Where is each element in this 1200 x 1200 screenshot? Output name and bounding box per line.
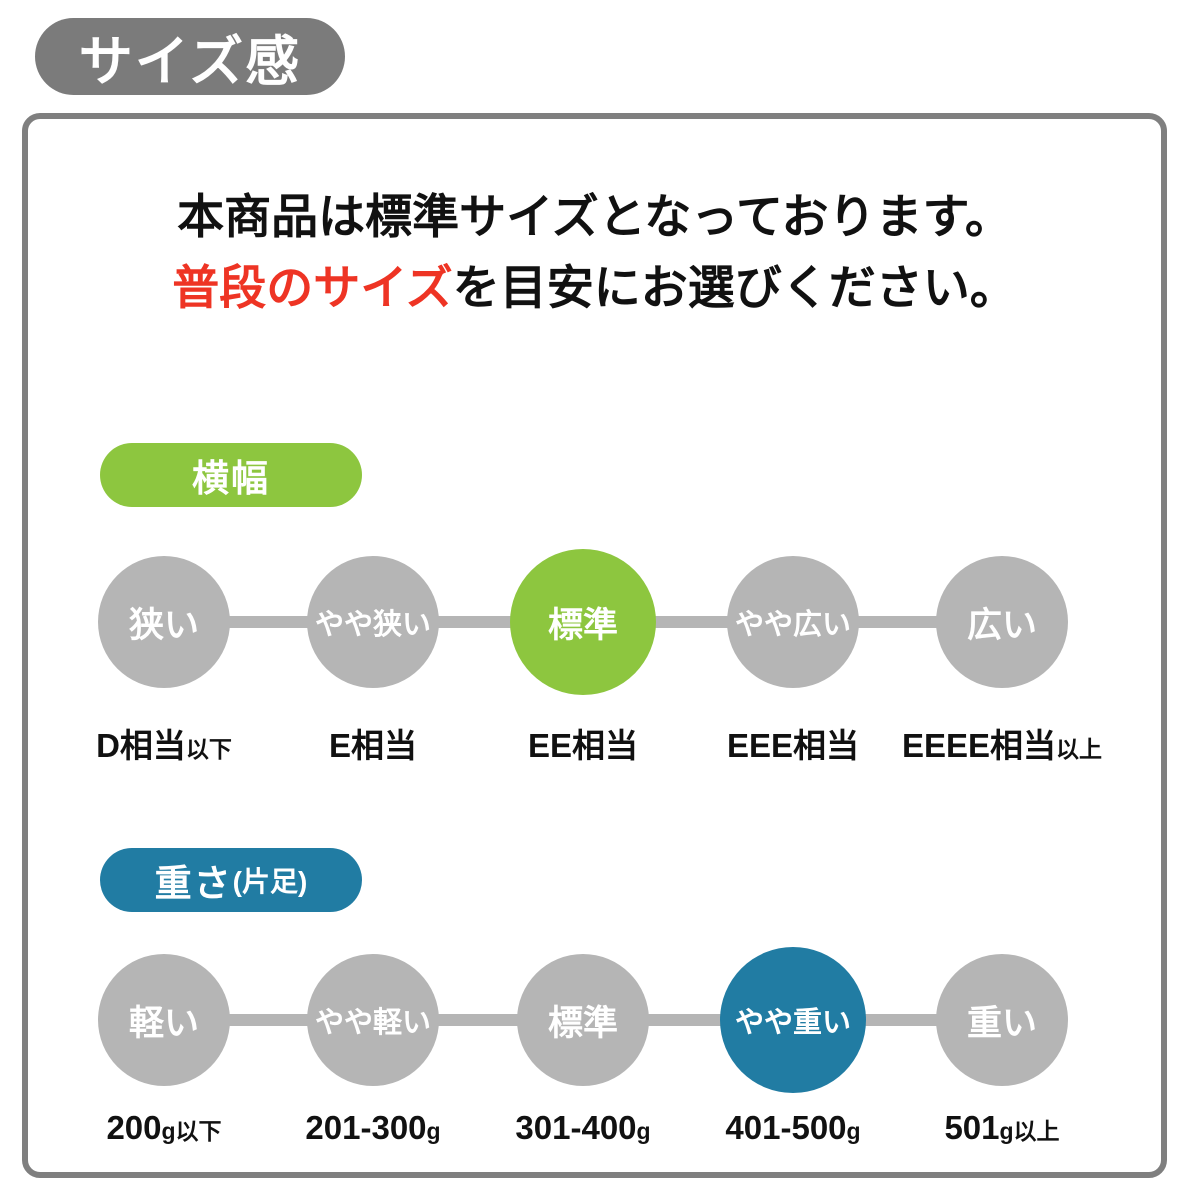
intro-highlight: 普段のサイズ: [172, 261, 453, 314]
value-main: EEE相当: [726, 727, 860, 764]
scale-circle: やや狭い: [307, 556, 439, 688]
scale-circle: 標準: [510, 549, 656, 695]
page-title: サイズ感: [78, 32, 302, 92]
scale-value-label: 201-300g: [305, 1109, 440, 1147]
scale-value-label: EEE相当: [727, 719, 859, 767]
value-main: E相当: [328, 727, 418, 764]
scale-circle: 軽い: [98, 954, 230, 1086]
value-suffix: g: [426, 1118, 441, 1144]
value-suffix: g以上: [999, 1118, 1060, 1144]
width-scale: 狭い やや狭い 標準 やや広い 広い: [28, 547, 1161, 697]
width-section-badge: 横幅: [100, 443, 362, 507]
scale-value-label: 401-500g: [725, 1109, 860, 1147]
width-value-labels: D相当以下 E相当 EE相当 EEE相当 EEEE相当以上: [28, 719, 1161, 769]
value-suffix: g以下: [161, 1118, 222, 1144]
weight-section-badge: 重さ (片足): [100, 848, 362, 912]
value-main: D相当: [96, 727, 186, 764]
weight-value-labels: 200g以下 201-300g 301-400g 401-500g 501g以上: [28, 1109, 1161, 1159]
scale-value-label: EEEE相当以上: [902, 719, 1102, 767]
scale-circle: やや軽い: [307, 954, 439, 1086]
value-main: EEEE相当: [901, 727, 1057, 764]
intro-line-1: 本商品は標準サイズとなっております。: [177, 190, 1012, 243]
scale-value-label: 501g以上: [944, 1109, 1059, 1147]
value-main: 401-500: [725, 1109, 847, 1146]
scale-circle: 狭い: [98, 556, 230, 688]
value-main: 301-400: [515, 1109, 637, 1146]
intro-line-2: 普段のサイズを目安にお選びください。: [28, 252, 1161, 323]
value-main: 200: [106, 1109, 162, 1146]
intro-text: 本商品は標準サイズとなっております。 普段のサイズを目安にお選びください。: [28, 181, 1161, 323]
value-suffix: 以下: [185, 736, 232, 762]
scale-value-label: D相当以下: [96, 719, 232, 767]
scale-circle: やや重い: [720, 947, 866, 1093]
page-title-badge: サイズ感: [35, 18, 345, 95]
scale-circle: 重い: [936, 954, 1068, 1086]
scale-circle: 広い: [936, 556, 1068, 688]
value-suffix: g: [846, 1118, 861, 1144]
scale-value-label: EE相当: [528, 719, 638, 767]
scale-circle: 標準: [517, 954, 649, 1086]
weight-scale: 軽い やや軽い 標準 やや重い 重い: [28, 945, 1161, 1095]
value-main: 201-300: [305, 1109, 427, 1146]
value-suffix: g: [636, 1118, 651, 1144]
value-main: EE相当: [527, 727, 639, 764]
scale-value-label: 301-400g: [515, 1109, 650, 1147]
scale-circle: やや広い: [727, 556, 859, 688]
weight-badge-label: 重さ: [154, 863, 233, 904]
value-suffix: 以上: [1056, 736, 1103, 762]
intro-line-2-rest: を目安にお選びください。: [452, 261, 1017, 314]
size-guide-panel: 本商品は標準サイズとなっております。 普段のサイズを目安にお選びください。 横幅…: [22, 113, 1167, 1178]
scale-value-label: 200g以下: [106, 1109, 221, 1147]
scale-value-label: E相当: [329, 719, 417, 767]
weight-badge-suffix: (片足): [232, 866, 308, 897]
width-badge-label: 横幅: [192, 458, 270, 499]
value-main: 501: [944, 1109, 1000, 1146]
